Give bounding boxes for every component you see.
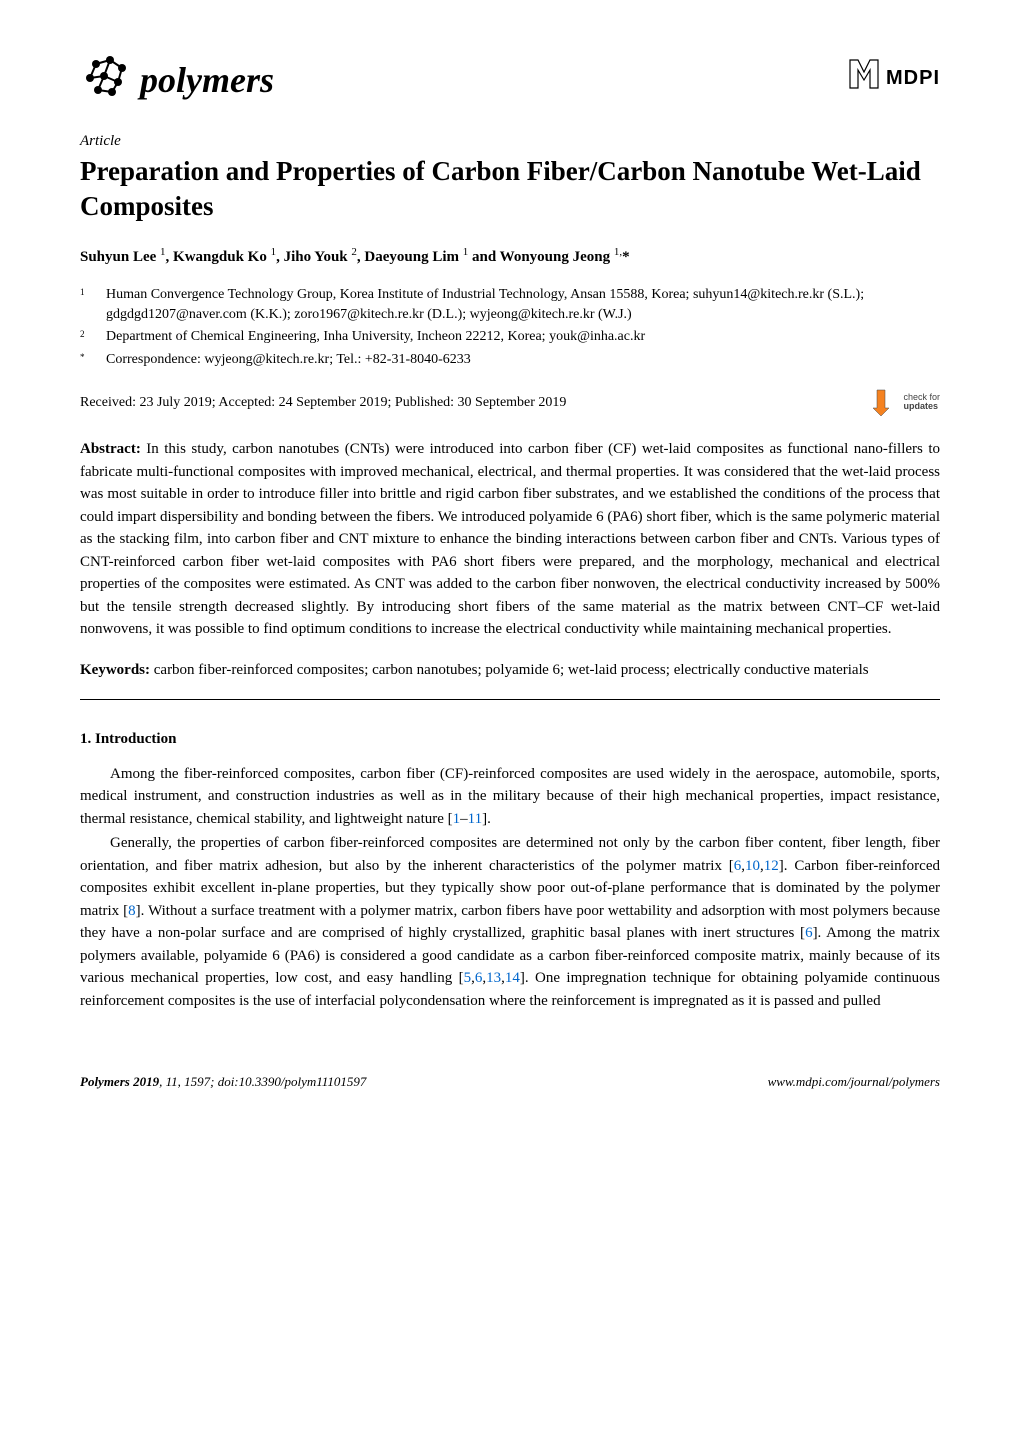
separator-rule	[80, 699, 940, 700]
affiliation-row: *Correspondence: wyjeong@kitech.re.kr; T…	[80, 350, 940, 371]
keywords-text: carbon fiber-reinforced composites; carb…	[150, 662, 869, 678]
cite-14[interactable]: 14	[505, 970, 520, 986]
footer-right[interactable]: www.mdpi.com/journal/polymers	[768, 1072, 940, 1092]
check-for-updates-badge[interactable]: check for updates	[871, 388, 940, 416]
mdpi-logo-icon	[846, 56, 882, 100]
article-type: Article	[80, 130, 940, 153]
publisher-brand: MDPI	[846, 56, 940, 100]
affiliation-num: *	[80, 350, 106, 371]
abstract-label: Abstract:	[80, 441, 141, 457]
polymers-logo-icon	[80, 50, 132, 110]
updates-text: check for updates	[903, 393, 940, 413]
affiliation-num: 2	[80, 327, 106, 348]
cite-11[interactable]: 11	[468, 811, 482, 827]
updates-arrow-icon	[871, 388, 899, 416]
intro-para-1: Among the fiber-reinforced composites, c…	[80, 763, 940, 831]
abstract-text: In this study, carbon nanotubes (CNTs) w…	[80, 441, 940, 637]
keywords-block: Keywords: carbon fiber-reinforced compos…	[80, 659, 940, 682]
keywords-label: Keywords:	[80, 662, 150, 678]
affiliations-block: 1Human Convergence Technology Group, Kor…	[80, 285, 940, 371]
affiliation-num: 1	[80, 285, 106, 326]
affiliation-row: 1Human Convergence Technology Group, Kor…	[80, 285, 940, 326]
dates-row: Received: 23 July 2019; Accepted: 24 Sep…	[80, 388, 940, 416]
page-footer: Polymers 2019, 11, 1597; doi:10.3390/pol…	[80, 1072, 940, 1092]
article-title: Preparation and Properties of Carbon Fib…	[80, 154, 940, 224]
cite-12[interactable]: 12	[764, 858, 779, 874]
article-dates: Received: 23 July 2019; Accepted: 24 Sep…	[80, 392, 566, 413]
affiliation-row: 2Department of Chemical Engineering, Inh…	[80, 327, 940, 348]
cite-5[interactable]: 5	[464, 970, 472, 986]
cite-13[interactable]: 13	[486, 970, 501, 986]
page-header: polymers MDPI	[80, 50, 940, 110]
affiliation-text: Correspondence: wyjeong@kitech.re.kr; Te…	[106, 350, 940, 371]
cite-8[interactable]: 8	[128, 903, 136, 919]
journal-brand: polymers	[80, 50, 274, 110]
abstract-block: Abstract: In this study, carbon nanotube…	[80, 438, 940, 641]
intro-para-2: Generally, the properties of carbon fibe…	[80, 832, 940, 1012]
publisher-name: MDPI	[886, 63, 940, 93]
affiliation-text: Department of Chemical Engineering, Inha…	[106, 327, 940, 348]
journal-name: polymers	[140, 53, 274, 107]
cite-10[interactable]: 10	[745, 858, 760, 874]
authors-line: Suhyun Lee 1, Kwangduk Ko 1, Jiho Youk 2…	[80, 244, 940, 269]
cite-6b[interactable]: 6	[805, 925, 813, 941]
affiliation-text: Human Convergence Technology Group, Kore…	[106, 285, 940, 326]
section-1-heading: 1. Introduction	[80, 728, 940, 751]
footer-left: Polymers 2019, 11, 1597; doi:10.3390/pol…	[80, 1072, 366, 1092]
